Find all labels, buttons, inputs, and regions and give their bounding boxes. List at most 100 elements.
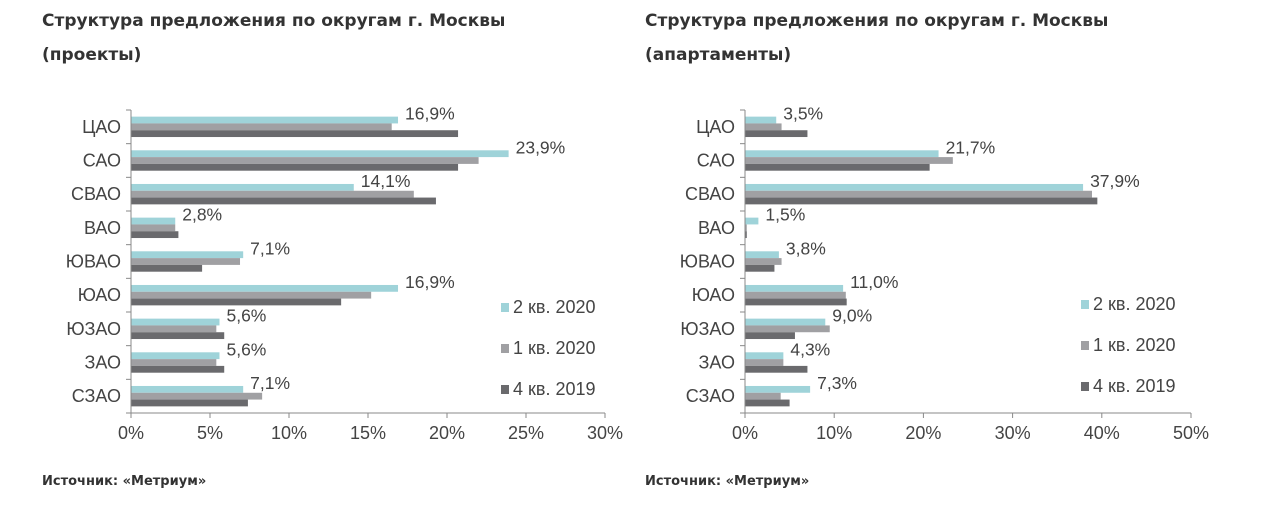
category-label: ЮАО bbox=[692, 285, 735, 305]
category-label: СВАО bbox=[685, 184, 735, 204]
bar-ЦАО-4-кв-2019 bbox=[745, 130, 808, 138]
bar-ВАО-2-кв-2020 bbox=[131, 217, 176, 225]
category-label: ЮАО bbox=[78, 285, 121, 305]
data-label: 7,1% bbox=[250, 373, 290, 393]
bar-СЗАО-2-кв-2020 bbox=[131, 385, 244, 393]
bar-САО-2-кв-2020 bbox=[745, 150, 939, 158]
bar-ЮАО-1-кв-2020 bbox=[745, 291, 846, 299]
bar-СЗАО-4-кв-2019 bbox=[131, 399, 248, 407]
bar-ЮВАО-2-кв-2020 bbox=[131, 251, 244, 259]
category-label: СЗАО bbox=[72, 386, 121, 406]
bar-СВАО-1-кв-2020 bbox=[745, 190, 1092, 198]
x-tick-label: 20% bbox=[429, 423, 465, 443]
bar-ЮАО-2-кв-2020 bbox=[131, 284, 399, 292]
category-label: САО bbox=[83, 151, 121, 171]
category-label: ВАО bbox=[84, 218, 121, 238]
legend-label: 4 кв. 2019 bbox=[513, 379, 596, 399]
data-label: 9,0% bbox=[832, 306, 872, 326]
data-label: 7,1% bbox=[250, 238, 290, 258]
bar-ЗАО-2-кв-2020 bbox=[745, 352, 784, 360]
x-tick-label: 0% bbox=[732, 423, 758, 443]
bar-ЗАО-1-кв-2020 bbox=[131, 359, 217, 366]
legend-swatch-2-кв-2020 bbox=[501, 303, 509, 312]
bar-ЮЗАО-1-кв-2020 bbox=[131, 325, 217, 333]
bar-ЗАО-4-кв-2019 bbox=[131, 365, 225, 373]
legend-label: 1 кв. 2020 bbox=[513, 338, 596, 358]
bar-ЮЗАО-4-кв-2019 bbox=[745, 332, 795, 340]
bar-ВАО-4-кв-2019 bbox=[131, 231, 179, 239]
x-tick-label: 30% bbox=[995, 423, 1031, 443]
bar-ЮАО-4-кв-2019 bbox=[745, 298, 847, 306]
category-label: СВАО bbox=[71, 184, 121, 204]
bar-СЗАО-1-кв-2020 bbox=[745, 392, 781, 400]
legend-swatch-4-кв-2019 bbox=[501, 385, 509, 394]
x-tick-label: 10% bbox=[271, 423, 307, 443]
bar-ЦАО-1-кв-2020 bbox=[131, 123, 392, 131]
bar-ВАО-1-кв-2020 bbox=[131, 224, 176, 232]
category-label: САО bbox=[697, 151, 735, 171]
category-label: ВАО bbox=[698, 218, 735, 238]
bar-ЦАО-1-кв-2020 bbox=[745, 123, 782, 131]
data-label: 23,9% bbox=[516, 137, 566, 157]
bar-ЮАО-2-кв-2020 bbox=[745, 284, 844, 292]
bar-ЗАО-1-кв-2020 bbox=[745, 359, 784, 366]
bar-ЗАО-2-кв-2020 bbox=[131, 352, 220, 360]
legend-swatch-4-кв-2019 bbox=[1081, 382, 1089, 391]
category-label: СЗАО bbox=[686, 386, 735, 406]
right-source-note: Источник: «Метриум» bbox=[645, 474, 810, 489]
category-label: ЮВАО bbox=[66, 252, 121, 272]
bar-САО-4-кв-2019 bbox=[131, 163, 459, 171]
legend-swatch-1-кв-2020 bbox=[1081, 341, 1089, 350]
left-title-line2: (проекты) bbox=[42, 45, 142, 65]
legend-label: 1 кв. 2020 bbox=[1093, 335, 1176, 355]
bar-ЮАО-4-кв-2019 bbox=[131, 298, 342, 306]
bar-ЮЗАО-4-кв-2019 bbox=[131, 332, 225, 340]
legend-swatch-1-кв-2020 bbox=[501, 344, 509, 353]
category-label: ЮЗАО bbox=[680, 319, 735, 339]
left-title-line1: Структура предложения по округам г. Моск… bbox=[42, 11, 506, 31]
right-chart-title: Структура предложения по округам г. Моск… bbox=[645, 4, 1108, 72]
bar-СВАО-2-кв-2020 bbox=[745, 183, 1084, 191]
bar-ЮЗАО-2-кв-2020 bbox=[745, 318, 826, 326]
data-label: 7,3% bbox=[817, 373, 857, 393]
bar-ЮВАО-4-кв-2019 bbox=[745, 264, 775, 272]
left-source-note: Источник: «Метриум» bbox=[42, 474, 207, 489]
x-tick-label: 20% bbox=[905, 423, 941, 443]
data-label: 11,0% bbox=[850, 272, 898, 292]
bar-СВАО-2-кв-2020 bbox=[131, 183, 354, 191]
category-label: ЮВАО bbox=[680, 252, 735, 272]
data-label: 37,9% bbox=[1090, 171, 1140, 191]
x-tick-label: 0% bbox=[118, 423, 144, 443]
legend-label: 2 кв. 2020 bbox=[513, 297, 596, 317]
bar-САО-2-кв-2020 bbox=[131, 150, 509, 158]
data-label: 1,5% bbox=[765, 205, 805, 225]
data-label: 16,9% bbox=[405, 104, 455, 124]
x-tick-label: 40% bbox=[1084, 423, 1120, 443]
data-label: 21,7% bbox=[946, 137, 996, 157]
bar-ЮЗАО-2-кв-2020 bbox=[131, 318, 220, 326]
x-tick-label: 10% bbox=[816, 423, 852, 443]
x-tick-label: 25% bbox=[508, 423, 544, 443]
legend-label: 2 кв. 2020 bbox=[1093, 294, 1176, 314]
data-label: 4,3% bbox=[790, 339, 830, 359]
data-label: 16,9% bbox=[405, 272, 455, 292]
bar-ВАО-4-кв-2019 bbox=[745, 231, 747, 239]
bar-САО-4-кв-2019 bbox=[745, 163, 930, 171]
bar-ЮАО-1-кв-2020 bbox=[131, 291, 372, 299]
bar-ЮВАО-2-кв-2020 bbox=[745, 251, 779, 259]
category-label: ЗАО bbox=[85, 353, 121, 373]
right-title-line1: Структура предложения по округам г. Моск… bbox=[645, 11, 1109, 31]
bar-САО-1-кв-2020 bbox=[131, 157, 479, 164]
left-bar-chart: ЦАО 16,9% САО 23,9% СВАО 14,1% ВАО 2,8% ЮВАО 7,1%… bbox=[66, 104, 623, 443]
category-label: ЗАО bbox=[699, 353, 735, 373]
right-title-line2: (апартаменты) bbox=[645, 45, 792, 65]
left-chart-title: Структура предложения по округам г. Моск… bbox=[42, 4, 505, 72]
category-label: ЮЗАО bbox=[66, 319, 121, 339]
bar-ЮВАО-1-кв-2020 bbox=[745, 258, 782, 265]
legend-label: 4 кв. 2019 bbox=[1093, 376, 1176, 396]
x-tick-label: 5% bbox=[197, 423, 223, 443]
bar-САО-1-кв-2020 bbox=[745, 157, 953, 164]
data-label: 3,5% bbox=[783, 104, 823, 124]
bar-СЗАО-2-кв-2020 bbox=[745, 385, 811, 393]
data-label: 2,8% bbox=[182, 205, 222, 225]
